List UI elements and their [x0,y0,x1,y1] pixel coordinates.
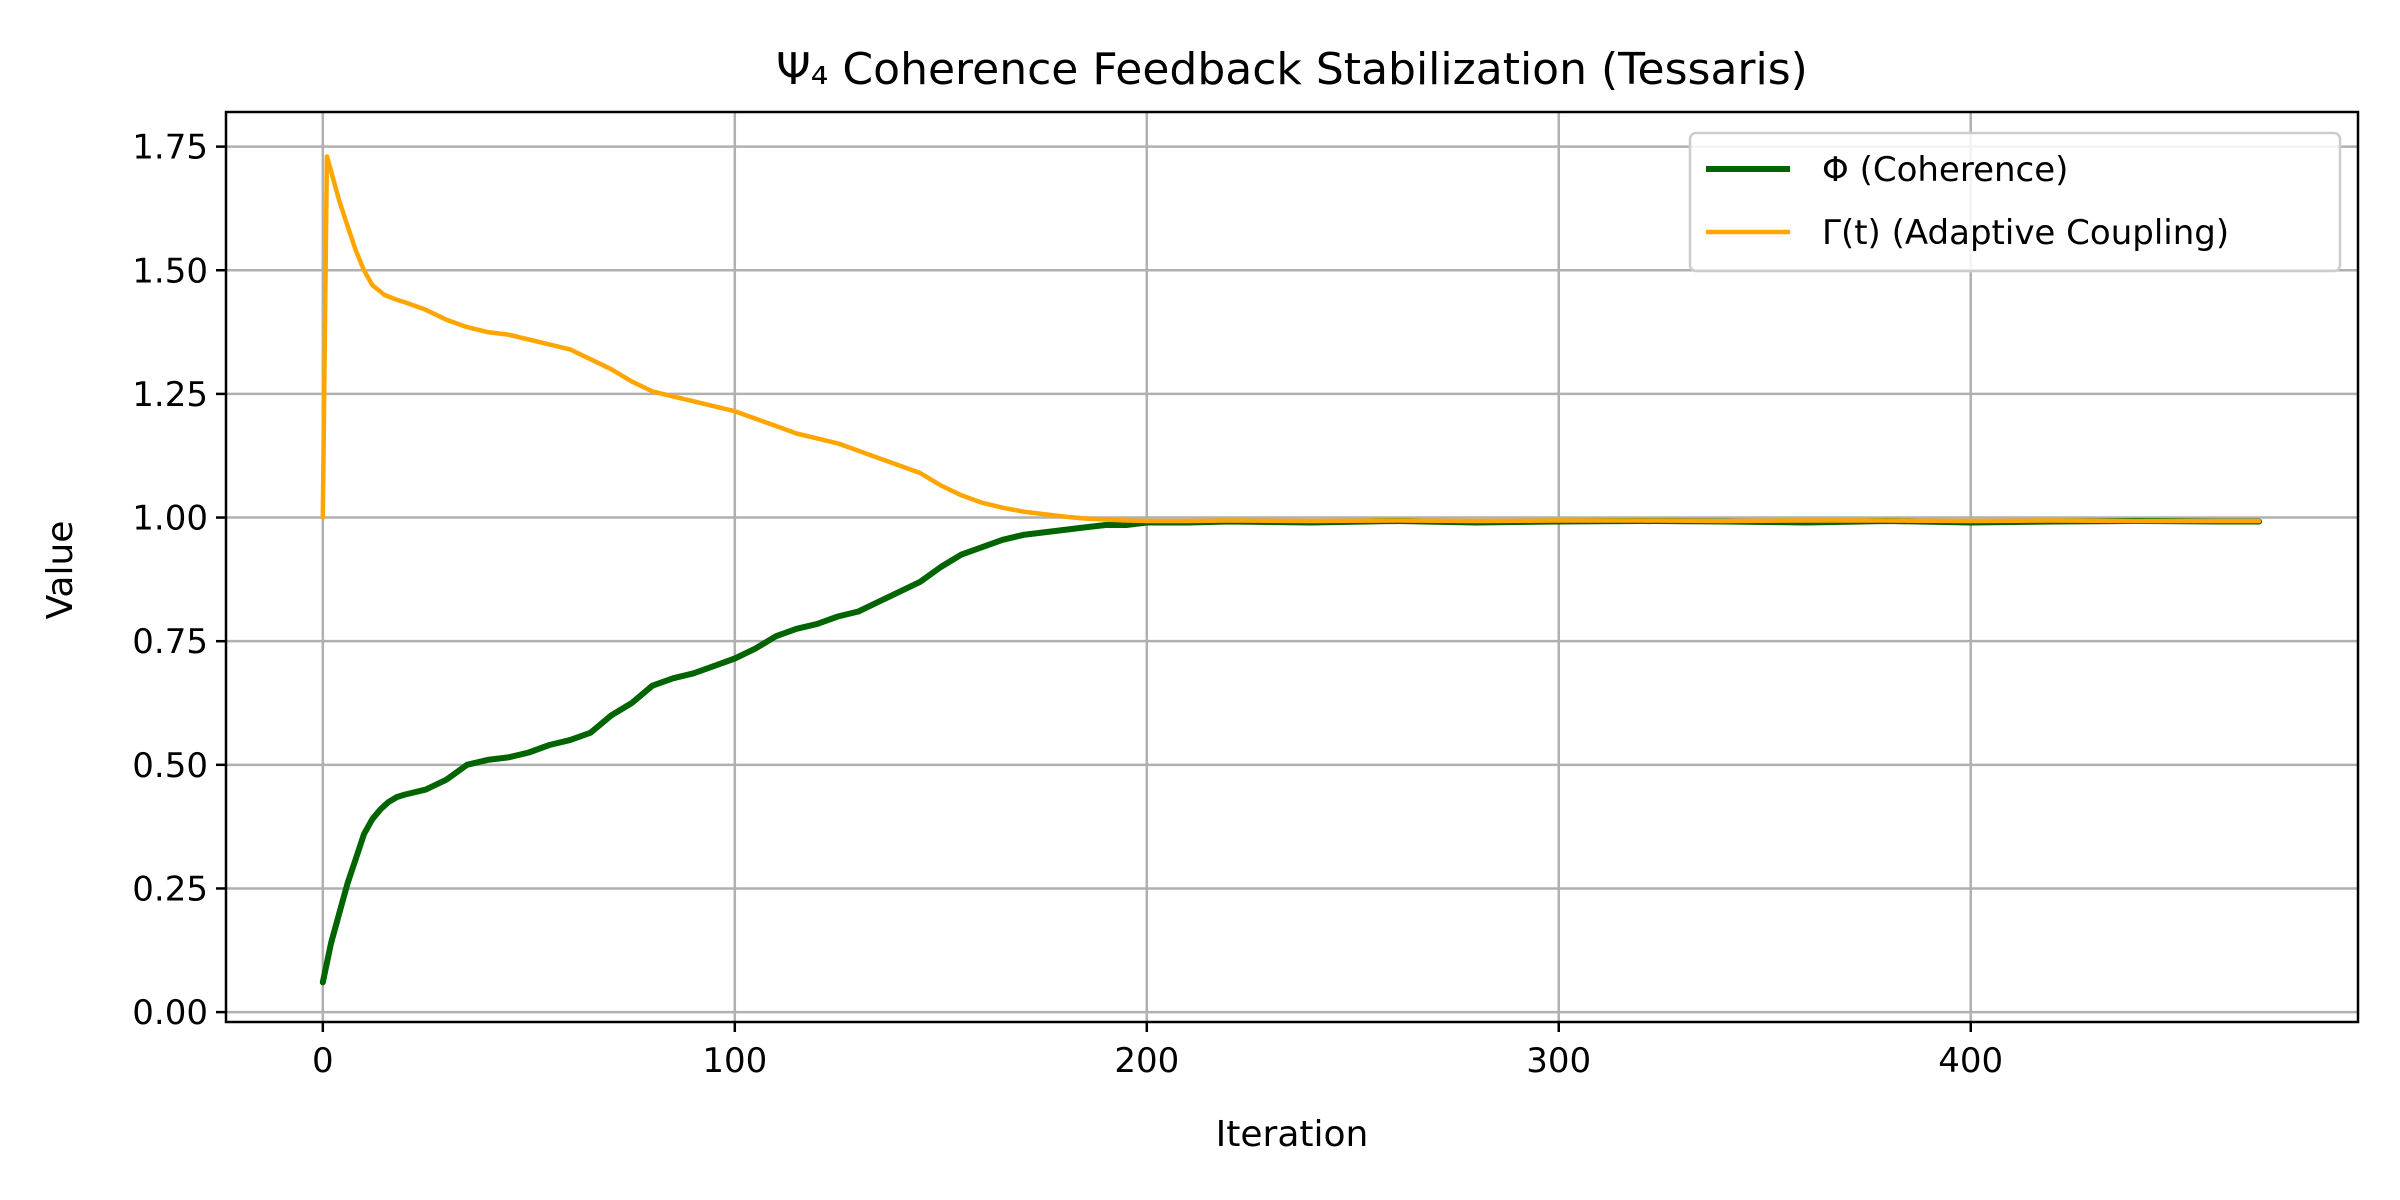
y-tick-label: 1.00 [132,499,208,539]
x-tick-label: 400 [1938,1041,2003,1081]
legend: Φ (Coherence) Γ(t) (Adaptive Coupling) [1688,131,2342,273]
y-axis-label: Value [40,521,81,620]
legend-box [1688,131,2342,273]
y-tick-label: 1.75 [132,128,208,168]
series-line-adaptive-coupling [320,154,2262,524]
series-lines [319,154,2263,986]
x-tick-label: 300 [1526,1041,1591,1081]
x-tick-label: 0 [312,1041,334,1081]
y-tick-label: 0.50 [132,746,208,786]
y-tick-label: 0.75 [132,622,208,662]
y-tick-label: 0.25 [132,869,208,909]
plot-area-frame [224,110,2360,1024]
y-tick-label: 1.25 [132,375,208,415]
chart-title: Ψ₄ Coherence Feedback Stabilization (Tes… [776,44,1808,95]
grid [226,112,2358,1022]
y-tick-label: 0.00 [132,993,208,1033]
x-axis-label: Iteration [1216,1114,1369,1155]
y-tick-label: 1.50 [132,251,208,291]
axis-ticks: 0 100 200 300 400 0.00 0.25 0.50 0.75 1.00 1.25 1.5… [132,128,2003,1081]
x-tick-label: 200 [1114,1041,1179,1081]
x-tick-label: 100 [702,1041,767,1081]
legend-label-adaptive-coupling: Γ(t) (Adaptive Coupling) [1822,213,2229,253]
legend-label-coherence: Φ (Coherence) [1822,150,2068,190]
